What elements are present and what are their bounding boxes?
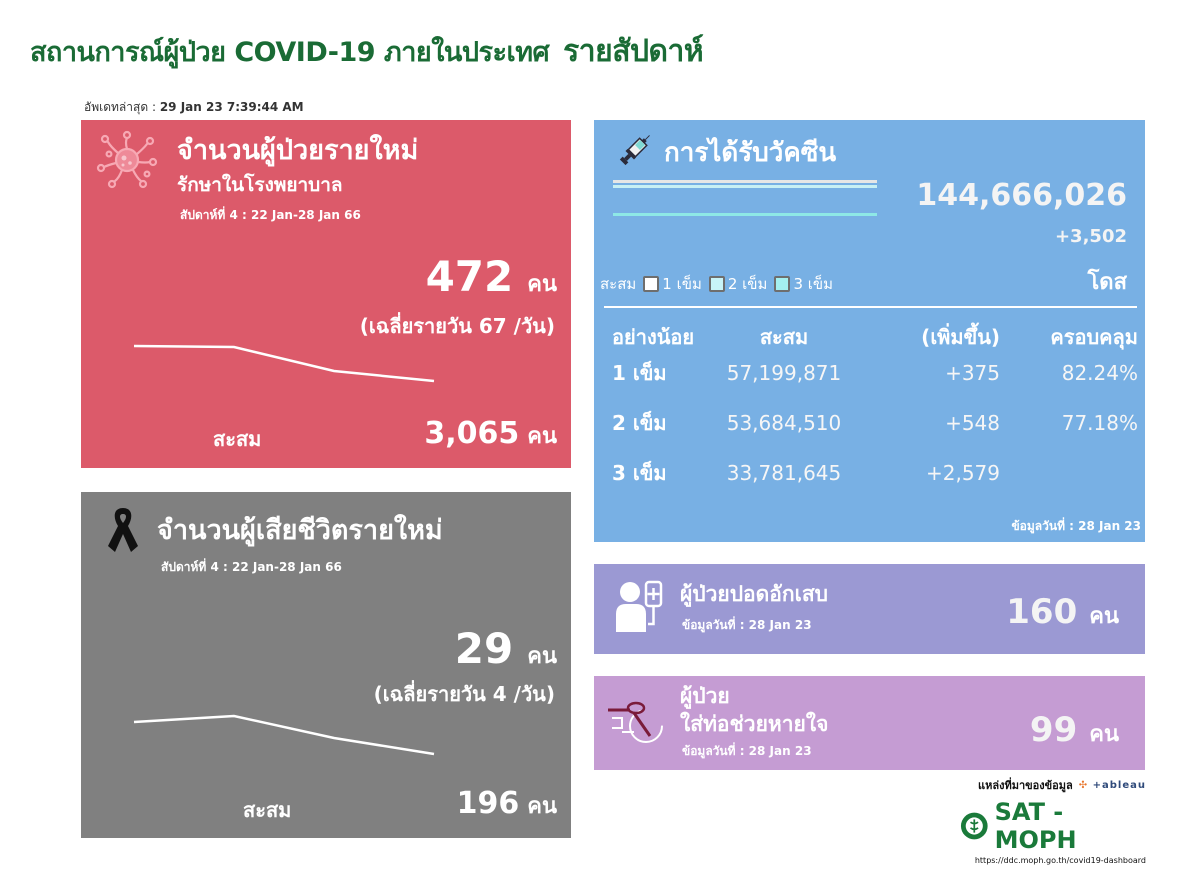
black-ribbon-icon <box>108 508 138 552</box>
row-coverage: 77.18% <box>1061 411 1138 435</box>
vaccine-card: การได้รับวัคซีน 144,666,026 +3,502 โดส ส… <box>594 120 1145 542</box>
new-cases-daily-avg: (เฉลี่ยรายวัน 67 /วัน) <box>359 314 555 338</box>
row-increase: +2,579 <box>925 461 1000 485</box>
deaths-cumulative-value: 196 <box>456 786 520 821</box>
legend-item-dose2: 2 เข็ม <box>727 275 768 293</box>
vaccine-unit: โดส <box>1087 270 1127 295</box>
table-row: 2 เข็ม 53,684,510 +548 77.18% <box>612 398 1140 448</box>
vaccine-legend: สะสม 1 เข็ม 2 เข็ม 3 เข็ม <box>600 272 833 296</box>
last-updated-label: อัพเดทล่าสุด <box>84 100 149 114</box>
sat-moph-text: SAT - MOPH <box>994 798 1077 854</box>
vaccine-increase: +3,502 <box>1054 226 1127 247</box>
page-title-suffix: รายสัปดาห์ <box>563 34 704 69</box>
page-title: สถานการณ์ผู้ป่วย COVID-19 ภายในประเทศ ราย… <box>30 28 704 75</box>
deaths-value: 29 <box>454 624 514 673</box>
new-cases-unit: คน <box>527 272 557 297</box>
ventilator-unit: คน <box>1089 722 1119 747</box>
source-label: แหล่งที่มาของข้อมูล <box>978 779 1073 792</box>
page-title-main: สถานการณ์ผู้ป่วย COVID-19 ภายในประเทศ <box>30 37 550 68</box>
syringe-icon <box>619 135 650 166</box>
table-row: 1 เข็ม 57,199,871 +375 82.24% <box>612 348 1140 398</box>
col-header-coverage: ครอบคลุม <box>1050 325 1138 349</box>
legend-swatch-dose1 <box>643 276 660 292</box>
ventilator-value: 99 <box>1029 710 1078 750</box>
new-cases-cumulative-label: สะสม <box>213 427 262 451</box>
tableau-logo: ✣ +ableau <box>1079 780 1146 791</box>
row-increase: +548 <box>945 411 1000 435</box>
row-dose: 3 เข็ม <box>612 461 667 485</box>
new-cases-value: 472 <box>425 252 514 301</box>
new-cases-cumulative-group: 3,065 คน <box>424 416 557 453</box>
row-coverage: 82.24% <box>1061 361 1138 385</box>
deaths-unit: คน <box>527 644 557 669</box>
vaccine-as-of: ข้อมูลวันที่ : 28 Jan 23 <box>1011 519 1141 533</box>
new-cases-cumulative-unit: คน <box>527 424 557 449</box>
new-cases-title: จำนวนผู้ป่วยรายใหม่ <box>177 135 419 166</box>
sat-moph-logo: SAT - MOPH <box>960 798 1146 854</box>
legend-item-dose3: 3 เข็ม <box>793 275 834 293</box>
new-cases-value-group: 472 คน <box>426 252 557 301</box>
legend-item-dose1: 1 เข็ม <box>662 275 702 293</box>
col-header-increase: (เพิ่มขึ้น) <box>921 325 1000 349</box>
data-source: แหล่งที่มาของข้อมูล ✣ +ableau SAT - MOPH… <box>960 776 1146 865</box>
virus-icon <box>96 130 158 189</box>
vaccine-table: อย่างน้อย สะสม (เพิ่มขึ้น) ครอบคลุม 1 เข… <box>612 322 1140 498</box>
vaccine-dose2-bar <box>613 185 877 188</box>
new-cases-cumulative-value: 3,065 <box>424 416 520 451</box>
pneumonia-title: ผู้ป่วยปอดอักเสบ <box>680 582 828 606</box>
ventilator-as-of: ข้อมูลวันที่ : 28 Jan 23 <box>682 744 812 758</box>
tableau-text: +ableau <box>1092 779 1146 791</box>
deaths-card: จำนวนผู้เสียชีวิตรายใหม่ สัปดาห์ที่ 4 : … <box>81 492 571 838</box>
ventilator-tube-icon <box>608 701 663 743</box>
pneumonia-unit: คน <box>1089 604 1119 629</box>
row-cumulative: 33,781,645 <box>726 461 842 485</box>
deaths-cumulative-unit: คน <box>527 794 557 819</box>
deaths-value-group: 29 คน <box>455 624 557 673</box>
new-cases-week: สัปดาห์ที่ 4 : 22 Jan-28 Jan 66 <box>180 208 361 222</box>
ventilator-title-line1: ผู้ป่วย <box>680 684 730 708</box>
col-header-atleast: อย่างน้อย <box>612 325 695 349</box>
row-dose: 1 เข็ม <box>612 361 667 385</box>
moph-emblem-icon <box>960 812 988 840</box>
pneumonia-value-group: 160 คน <box>1006 592 1119 633</box>
legend-swatch-dose2 <box>708 276 725 292</box>
source-line: แหล่งที่มาของข้อมูล ✣ +ableau <box>960 776 1146 794</box>
deaths-trend-line <box>133 714 435 756</box>
row-dose: 2 เข็ม <box>612 411 667 435</box>
source-url[interactable]: https://ddc.moph.go.th/covid19-dashboard <box>974 856 1146 865</box>
patient-iv-icon <box>616 580 663 632</box>
pneumonia-as-of: ข้อมูลวันที่ : 28 Jan 23 <box>682 618 812 632</box>
deaths-week: สัปดาห์ที่ 4 : 22 Jan-28 Jan 66 <box>161 560 342 574</box>
vaccine-dose1-bar <box>613 180 877 183</box>
deaths-cumulative-label: สะสม <box>243 798 292 822</box>
vaccine-total: 144,666,026 <box>916 178 1127 213</box>
legend-swatch-dose3 <box>774 276 791 292</box>
col-header-cumulative: สะสม <box>759 325 809 349</box>
ventilator-value-group: 99 คน <box>1030 710 1119 751</box>
pneumonia-value: 160 <box>1006 592 1078 632</box>
ventilator-card: ผู้ป่วย ใส่ท่อช่วยหายใจ ข้อมูลวันที่ : 2… <box>594 676 1145 770</box>
row-cumulative: 53,684,510 <box>726 411 842 435</box>
tableau-icon: ✣ <box>1078 779 1089 791</box>
vaccine-dose3-bar <box>613 213 877 216</box>
pneumonia-card: ผู้ป่วยปอดอักเสบ ข้อมูลวันที่ : 28 Jan 2… <box>594 564 1145 654</box>
last-updated-value: 29 Jan 23 7:39:44 AM <box>159 100 304 114</box>
deaths-title: จำนวนผู้เสียชีวิตรายใหม่ <box>157 515 443 546</box>
vaccine-divider <box>604 306 1137 308</box>
deaths-cumulative-group: 196 คน <box>457 786 557 823</box>
last-updated: อัพเดทล่าสุด : 29 Jan 23 7:39:44 AM <box>84 100 304 114</box>
new-cases-subtitle: รักษาในโรงพยาบาล <box>177 174 343 196</box>
table-row: 3 เข็ม 33,781,645 +2,579 <box>612 448 1140 498</box>
deaths-daily-avg: (เฉลี่ยรายวัน 4 /วัน) <box>373 682 555 706</box>
ventilator-title-line2: ใส่ท่อช่วยหายใจ <box>680 712 829 736</box>
legend-label: สะสม <box>600 275 637 293</box>
new-cases-card: จำนวนผู้ป่วยรายใหม่ รักษาในโรงพยาบาล สัป… <box>81 120 571 468</box>
vaccine-table-header: อย่างน้อย สะสม (เพิ่มขึ้น) ครอบคลุม <box>612 322 1140 352</box>
vaccine-title: การได้รับวัคซีน <box>664 138 837 168</box>
row-increase: +375 <box>945 361 1000 385</box>
row-cumulative: 57,199,871 <box>726 361 842 385</box>
new-cases-trend-line <box>133 344 435 383</box>
